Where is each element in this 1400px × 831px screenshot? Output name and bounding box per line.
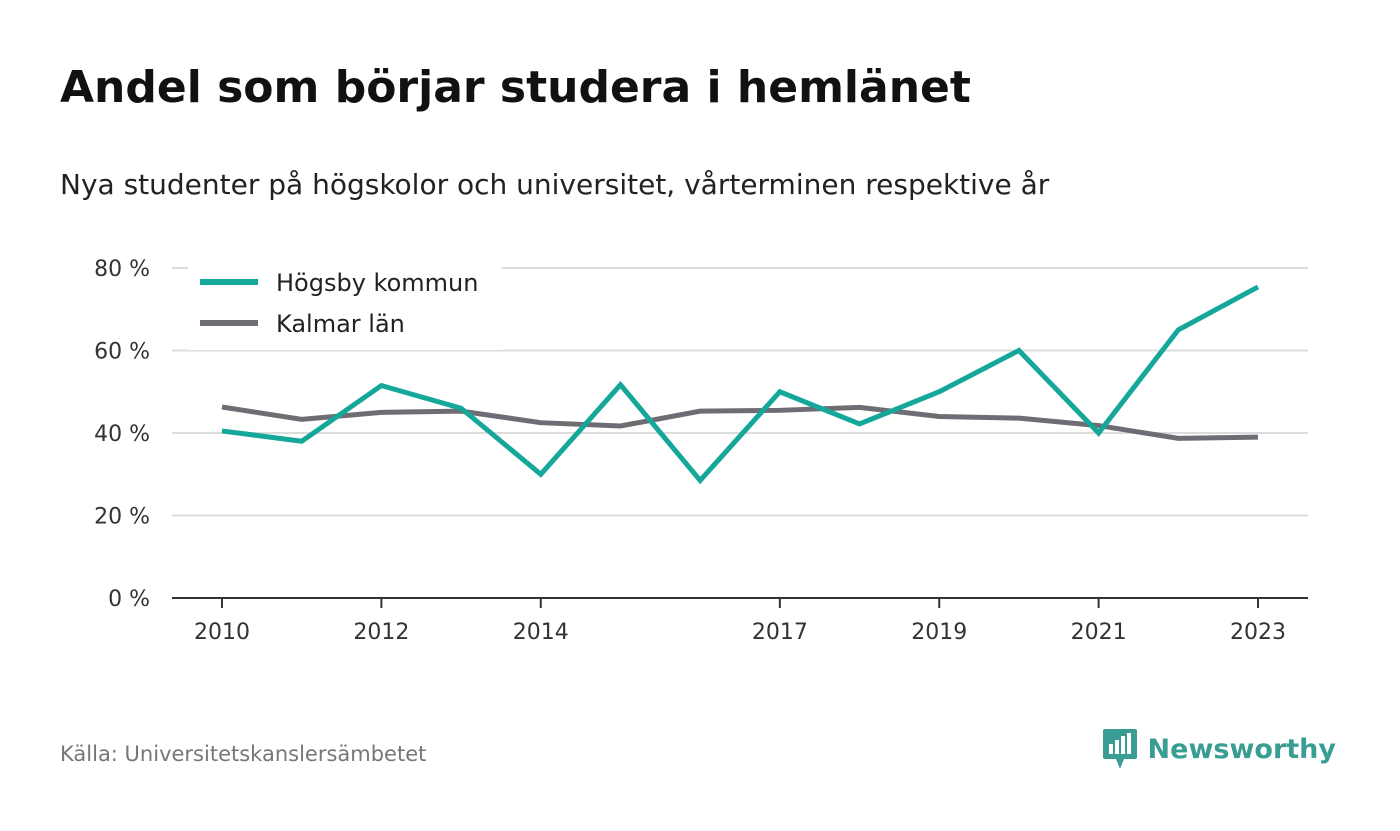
brand-logo[interactable]: Newsworthy [1102, 727, 1336, 771]
y-tick-label: 40 % [94, 422, 150, 447]
legend-label: Kalmar län [276, 310, 405, 338]
series-lines [221, 284, 1260, 485]
y-tick-label: 0 % [108, 587, 150, 612]
series-line [221, 284, 1260, 485]
source-note: Källa: Universitetskanslersämbetet [60, 742, 427, 766]
legend: Högsby kommun Kalmar län [188, 262, 502, 350]
x-tick-label: 2010 [194, 620, 250, 645]
series-line [221, 404, 1259, 441]
chart-title: Andel som börjar studera i hemlänet [60, 62, 971, 113]
legend-label: Högsby kommun [276, 269, 478, 297]
y-tick-label: 80 % [94, 257, 150, 282]
y-axis: 0 % 20 % 40 % 60 % 80 % [94, 257, 150, 612]
x-tick-label: 2012 [353, 620, 409, 645]
x-tick-label: 2017 [752, 620, 808, 645]
legend-background [188, 262, 502, 350]
newsworthy-logo-icon [1102, 729, 1137, 769]
chart-subtitle: Nya studenter på högskolor och universit… [60, 168, 1050, 201]
x-tick-label: 2019 [911, 620, 967, 645]
brand-name: Newsworthy [1147, 733, 1336, 765]
x-tick-label: 2014 [513, 620, 569, 645]
x-tick-label: 2021 [1071, 620, 1127, 645]
x-tick-label: 2023 [1230, 620, 1286, 645]
line-chart: 0 % 20 % 40 % 60 % 80 % 2010 2012 2014 2017 2019… [94, 257, 1308, 645]
x-axis: 2010 2012 2014 2017 2019 2021 2023 [172, 597, 1308, 645]
y-tick-label: 60 % [94, 340, 150, 365]
y-tick-label: 20 % [94, 505, 150, 530]
